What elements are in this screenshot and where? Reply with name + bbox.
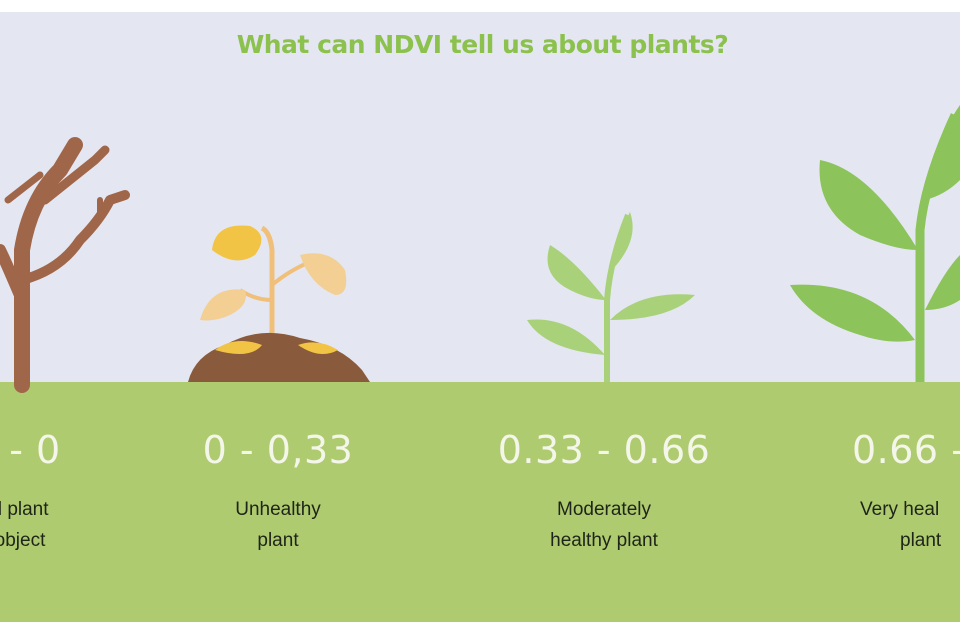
ndvi-range-healthy: 0.66 - <box>852 428 960 472</box>
category-label-healthy: Very heal plant <box>860 494 960 556</box>
category-label-line: object <box>0 530 46 551</box>
ground-band <box>0 382 960 622</box>
category-label-unhealthy: Unhealthy plant <box>178 494 378 556</box>
wilted-plant-icon <box>188 225 370 382</box>
category-label-line: healthy plant <box>550 530 658 551</box>
sky-background <box>0 12 960 383</box>
category-label-line: plant <box>257 530 299 551</box>
category-label-line: plant <box>900 530 942 551</box>
ndvi-range-moderate: 0.33 - 0.66 <box>497 428 711 472</box>
dead-tree-icon <box>0 137 130 393</box>
category-label-line: Unhealthy <box>235 499 321 520</box>
category-label-line: Moderately <box>557 499 651 520</box>
category-label-moderate: Moderately healthy plant <box>504 494 704 556</box>
infographic-title: What can NDVI tell us about plants? <box>236 30 729 59</box>
category-label-line: Very heal <box>860 499 940 520</box>
ndvi-range-dead: - 0 <box>9 428 61 472</box>
ndvi-range-unhealthy: 0 - 0,33 <box>202 428 354 472</box>
healthy-plant-icon <box>790 105 960 382</box>
category-label-dead: d plant object <box>0 494 80 556</box>
category-label-line: d plant <box>0 499 49 520</box>
young-plant-icon <box>527 212 695 382</box>
